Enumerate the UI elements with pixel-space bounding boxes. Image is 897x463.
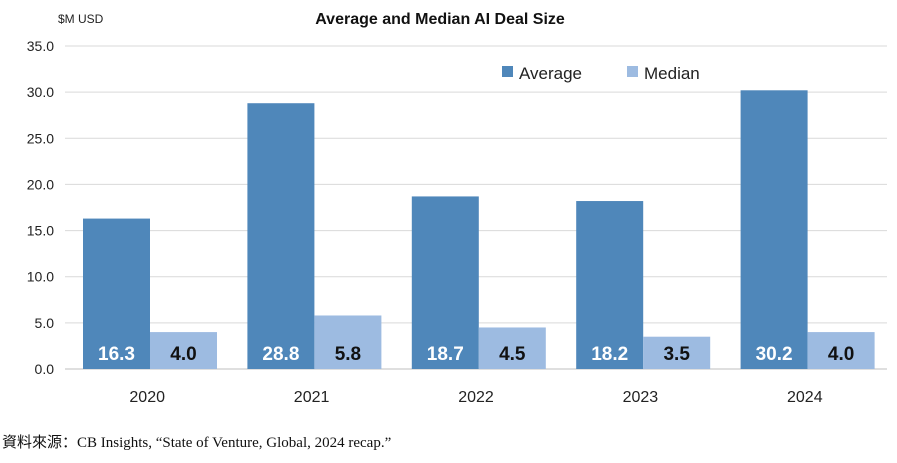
bar-median-2024 bbox=[807, 332, 875, 369]
bar-average-2020 bbox=[83, 218, 150, 369]
data-label-average-2023: 18.2 bbox=[591, 344, 628, 365]
chart-title: Average and Median AI Deal Size bbox=[315, 11, 565, 28]
bar-median-2022 bbox=[478, 327, 546, 369]
data-label-average-2021: 28.8 bbox=[262, 344, 299, 365]
legend-label-average: Average bbox=[519, 64, 582, 83]
bar-average-2021 bbox=[247, 103, 315, 370]
bar-median-2020 bbox=[150, 332, 217, 369]
bar-median-2021 bbox=[314, 315, 382, 369]
y-tick-label: 30.0 bbox=[27, 84, 54, 100]
x-tick-label: 2024 bbox=[787, 389, 823, 406]
x-tick-label: 2022 bbox=[458, 389, 494, 406]
data-label-average-2024: 30.2 bbox=[756, 344, 793, 365]
bar-median-2023 bbox=[643, 336, 711, 369]
x-tick-label: 2020 bbox=[129, 389, 165, 406]
y-axis-unit-label: $M USD bbox=[58, 12, 104, 26]
y-axis-ticks: 0.0 5.0 10.0 15.0 20.0 25.0 30.0 35.0 bbox=[27, 38, 54, 377]
data-label-median-2023: 3.5 bbox=[663, 344, 690, 365]
data-label-median-2021: 5.8 bbox=[335, 344, 361, 365]
legend-swatch-median bbox=[627, 66, 638, 77]
data-label-median-2020: 4.0 bbox=[170, 344, 196, 365]
x-axis-ticks: 2020 2021 2022 2023 2024 bbox=[129, 389, 822, 406]
data-label-average-2020: 16.3 bbox=[98, 344, 135, 365]
y-tick-label: 5.0 bbox=[35, 315, 55, 331]
legend-swatch-average bbox=[502, 66, 513, 77]
legend-label-median: Median bbox=[644, 64, 700, 83]
data-label-median-2024: 4.0 bbox=[828, 344, 854, 365]
y-tick-label: 35.0 bbox=[27, 38, 54, 54]
bar-average-2023 bbox=[576, 201, 644, 369]
data-label-average-2022: 18.7 bbox=[427, 344, 464, 365]
bar-average-2022 bbox=[411, 196, 479, 369]
y-tick-label: 10.0 bbox=[27, 269, 54, 285]
x-tick-label: 2021 bbox=[294, 389, 330, 406]
legend: Average Median bbox=[502, 64, 700, 83]
bar-average-2024 bbox=[740, 90, 808, 369]
y-tick-label: 15.0 bbox=[27, 223, 54, 239]
y-tick-label: 25.0 bbox=[27, 130, 54, 146]
data-label-median-2022: 4.5 bbox=[499, 344, 526, 365]
y-tick-label: 0.0 bbox=[35, 361, 55, 377]
y-tick-label: 20.0 bbox=[27, 176, 54, 192]
x-tick-label: 2023 bbox=[623, 389, 659, 406]
bars: 16.3 4.0 28.8 5.8 18.7 4.5 18.2 3.5 30.2 4.0 bbox=[83, 90, 875, 370]
source-note: 資料來源：CB Insights, “State of Venture, Glo… bbox=[2, 435, 392, 451]
